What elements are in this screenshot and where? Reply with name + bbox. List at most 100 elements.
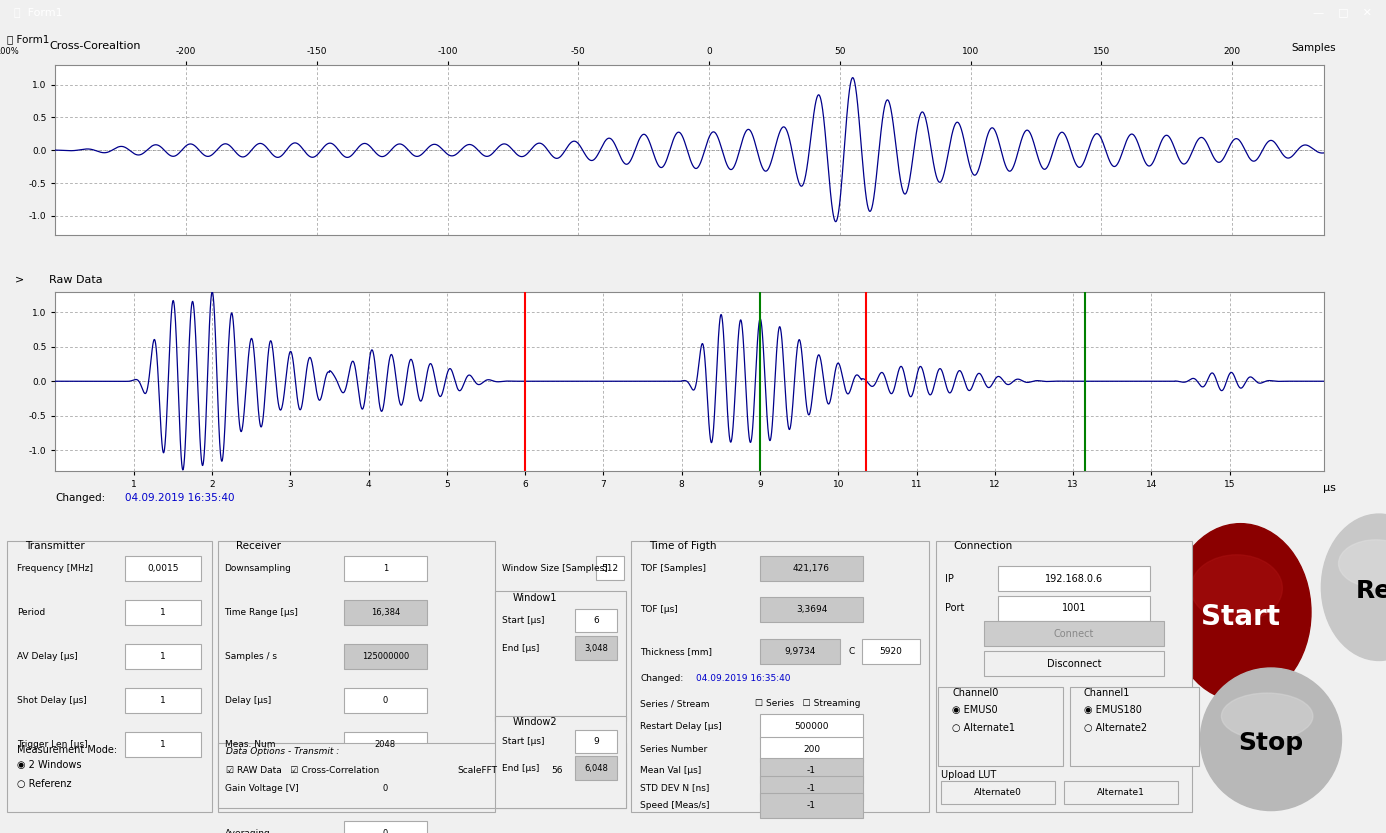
- Text: -1: -1: [807, 801, 816, 810]
- Text: ☐ Series   ☐ Streaming: ☐ Series ☐ Streaming: [755, 700, 861, 708]
- Text: STD DEV N [ns]: STD DEV N [ns]: [640, 784, 710, 792]
- Text: ScaleFFT: ScaleFFT: [457, 766, 498, 775]
- Text: Downsampling: Downsampling: [225, 564, 291, 572]
- Text: 5920: 5920: [880, 647, 902, 656]
- Text: 0: 0: [383, 829, 388, 833]
- Text: Ref: Ref: [1356, 579, 1386, 603]
- Text: Channel1: Channel1: [1084, 688, 1130, 698]
- Text: Raw Data: Raw Data: [49, 275, 103, 285]
- Text: Restart Delay [µs]: Restart Delay [µs]: [640, 722, 722, 731]
- Text: Changed:: Changed:: [640, 674, 683, 682]
- Text: Trigger Len [µs]: Trigger Len [µs]: [17, 741, 87, 749]
- Text: 16,384: 16,384: [370, 608, 401, 616]
- Text: Connection: Connection: [954, 541, 1013, 551]
- Text: Averaging: Averaging: [225, 829, 270, 833]
- Text: 1: 1: [159, 741, 166, 749]
- Text: Thickness [mm]: Thickness [mm]: [640, 647, 712, 656]
- X-axis label: Samples: Samples: [1292, 43, 1336, 53]
- Text: End [µs]: End [µs]: [502, 644, 539, 652]
- Text: Disconnect: Disconnect: [1046, 659, 1102, 669]
- Text: 0,0015: 0,0015: [147, 564, 179, 572]
- Text: >: >: [15, 275, 24, 285]
- Text: 9: 9: [593, 737, 599, 746]
- Text: Window2: Window2: [513, 717, 557, 727]
- Text: 9,9734: 9,9734: [784, 647, 815, 656]
- Text: Window Size [Samples]: Window Size [Samples]: [502, 564, 607, 572]
- Text: TOF [Samples]: TOF [Samples]: [640, 564, 707, 572]
- Text: 6,048: 6,048: [584, 764, 608, 772]
- Text: 421,176: 421,176: [793, 564, 830, 572]
- Text: 2048: 2048: [374, 741, 396, 749]
- Text: ○ Alternate1: ○ Alternate1: [952, 723, 1015, 733]
- Ellipse shape: [1170, 524, 1311, 701]
- Text: ◉ EMUS0: ◉ EMUS0: [952, 705, 998, 715]
- Text: 1: 1: [159, 696, 166, 705]
- Text: Delay [µs]: Delay [µs]: [225, 696, 270, 705]
- Ellipse shape: [1339, 540, 1386, 587]
- Text: -1: -1: [807, 784, 816, 792]
- Text: Period: Period: [17, 608, 44, 616]
- Text: Data Options - Transmit :: Data Options - Transmit :: [226, 747, 340, 756]
- Text: Changed:: Changed:: [55, 493, 105, 503]
- Text: C: C: [848, 647, 855, 656]
- Ellipse shape: [1321, 514, 1386, 661]
- Text: Start [µs]: Start [µs]: [502, 737, 545, 746]
- Text: Gain Voltage [V]: Gain Voltage [V]: [225, 785, 298, 793]
- Text: 6: 6: [593, 616, 599, 625]
- X-axis label: µs: µs: [1324, 483, 1336, 493]
- Text: Stop: Stop: [1239, 731, 1303, 756]
- Text: Series Number: Series Number: [640, 746, 708, 754]
- Text: Upload LUT: Upload LUT: [941, 770, 997, 780]
- Text: 3,048: 3,048: [584, 644, 608, 652]
- Text: ◉ EMUS180: ◉ EMUS180: [1084, 705, 1142, 715]
- Text: 512: 512: [602, 564, 618, 572]
- Text: 1: 1: [159, 608, 166, 616]
- Ellipse shape: [1191, 555, 1282, 621]
- Text: Alternate0: Alternate0: [974, 788, 1021, 796]
- Text: 100%: 100%: [0, 47, 19, 57]
- Text: ☑ RAW Data   ☑ Cross-Correlation: ☑ RAW Data ☑ Cross-Correlation: [226, 766, 380, 775]
- Text: ◉ 2 Windows: ◉ 2 Windows: [17, 760, 82, 770]
- Text: Speed [Meas/s]: Speed [Meas/s]: [640, 801, 710, 810]
- Text: 125000000: 125000000: [362, 652, 409, 661]
- Ellipse shape: [1221, 693, 1313, 740]
- Text: 0: 0: [383, 785, 388, 793]
- Text: 04.09.2019 16:35:40: 04.09.2019 16:35:40: [125, 493, 234, 503]
- Text: 56: 56: [552, 766, 563, 775]
- Text: Samples / s: Samples / s: [225, 652, 277, 661]
- Text: 500000: 500000: [794, 722, 829, 731]
- Text: ○ Referenz: ○ Referenz: [17, 779, 71, 789]
- Text: 0: 0: [383, 696, 388, 705]
- Text: Measurement Mode:: Measurement Mode:: [17, 745, 116, 755]
- Text: Connect: Connect: [1053, 629, 1095, 639]
- Text: Channel0: Channel0: [952, 688, 998, 698]
- Text: 1001: 1001: [1062, 603, 1087, 613]
- Text: Cross-Corealtion: Cross-Corealtion: [49, 42, 140, 52]
- Text: Series / Stream: Series / Stream: [640, 700, 710, 708]
- Text: Port: Port: [945, 603, 965, 613]
- Text: Alternate1: Alternate1: [1098, 788, 1145, 796]
- Text: Shot Delay [µs]: Shot Delay [µs]: [17, 696, 86, 705]
- Text: 1: 1: [383, 564, 388, 572]
- Text: Mean Val [µs]: Mean Val [µs]: [640, 766, 701, 775]
- Text: Meas. Num: Meas. Num: [225, 741, 274, 749]
- Text: Receiver: Receiver: [236, 541, 280, 551]
- Text: Transmitter: Transmitter: [25, 541, 85, 551]
- Text: Start [µs]: Start [µs]: [502, 616, 545, 625]
- Text: -1: -1: [807, 766, 816, 775]
- Text: ○ Alternate2: ○ Alternate2: [1084, 723, 1148, 733]
- Text: Time of Figth: Time of Figth: [649, 541, 717, 551]
- Ellipse shape: [1200, 668, 1342, 811]
- Text: Window1: Window1: [513, 593, 557, 603]
- Text: Time Range [µs]: Time Range [µs]: [225, 608, 298, 616]
- Text: TOF [µs]: TOF [µs]: [640, 606, 678, 614]
- Text: 1: 1: [159, 652, 166, 661]
- Text: Frequency [MHz]: Frequency [MHz]: [17, 564, 93, 572]
- Text: AV Delay [µs]: AV Delay [µs]: [17, 652, 78, 661]
- Text: 192.168.0.6: 192.168.0.6: [1045, 574, 1103, 584]
- Text: End [µs]: End [µs]: [502, 764, 539, 772]
- Text: 🎮  Form1: 🎮 Form1: [7, 7, 62, 17]
- Text: 200: 200: [802, 746, 821, 754]
- Text: IP: IP: [945, 574, 954, 584]
- Text: —    □    ✕: — □ ✕: [1313, 7, 1372, 17]
